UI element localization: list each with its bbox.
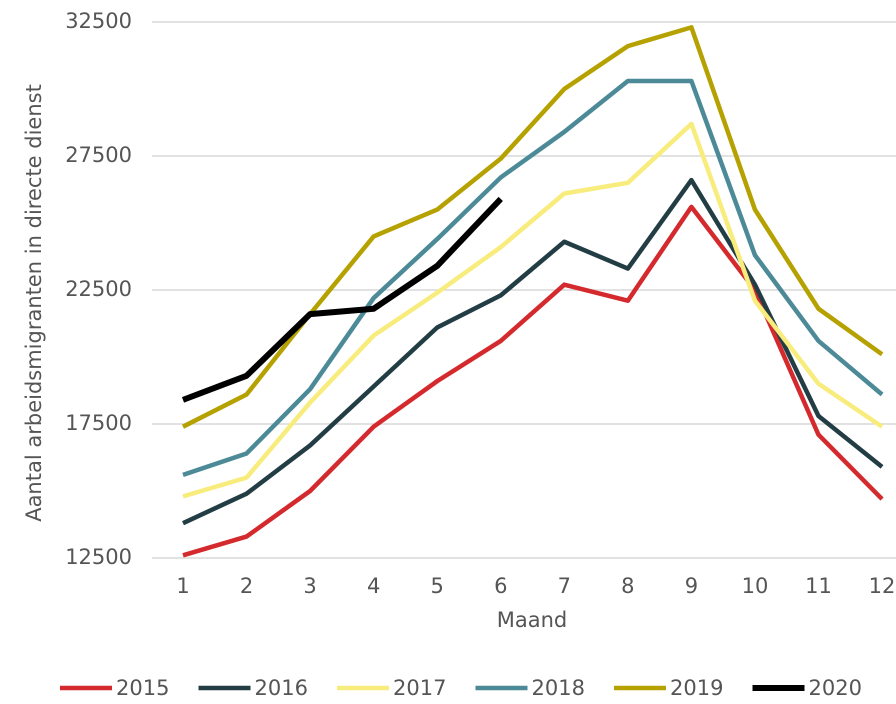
y-tick-label: 27500: [65, 143, 132, 167]
x-axis-label: Maand: [497, 608, 568, 632]
x-tick-label: 5: [431, 574, 444, 598]
x-tick-label: 12: [869, 574, 896, 598]
legend-label: 2019: [670, 676, 723, 700]
legend-label: 2020: [809, 676, 862, 700]
y-axis-label: Aantal arbeidsmigranten in directe diens…: [22, 84, 46, 522]
series-line: [181, 196, 503, 403]
x-tick-label: 4: [367, 574, 380, 598]
series-line: [182, 204, 884, 558]
x-tick-label: 6: [494, 574, 507, 598]
series-line: [182, 121, 884, 499]
legend-label: 2015: [116, 676, 169, 700]
y-tick-label: 17500: [65, 411, 132, 435]
legend-label: 2016: [255, 676, 308, 700]
series-line: [181, 25, 884, 429]
x-tick-label: 3: [303, 574, 316, 598]
y-tick-label: 32500: [65, 9, 132, 33]
x-tick-label: 8: [621, 574, 634, 598]
x-tick-label: 1: [176, 574, 189, 598]
x-tick-label: 9: [685, 574, 698, 598]
x-tick-label: 2: [240, 574, 253, 598]
y-tick-label: 22500: [65, 277, 132, 301]
x-tick-label: 7: [558, 574, 571, 598]
series-line: [182, 78, 884, 478]
series-line: [182, 177, 884, 526]
legend-label: 2018: [532, 676, 585, 700]
x-tick-label: 10: [742, 574, 769, 598]
x-tick-label: 11: [805, 574, 832, 598]
legend-label: 2017: [393, 676, 446, 700]
y-tick-label: 12500: [65, 545, 132, 569]
